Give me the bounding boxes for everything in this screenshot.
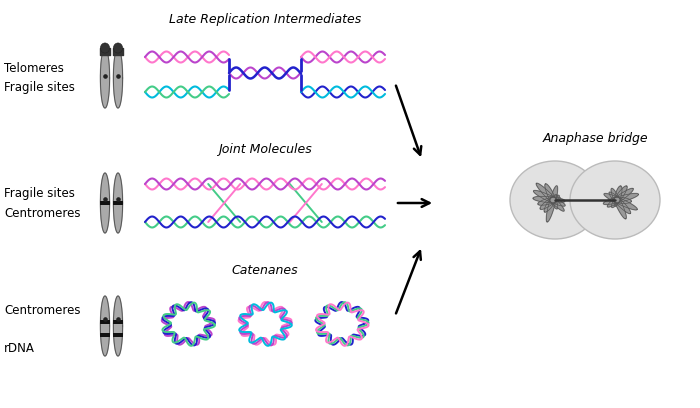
- Text: Joint Molecules: Joint Molecules: [218, 143, 312, 156]
- Polygon shape: [544, 195, 557, 212]
- Ellipse shape: [113, 43, 122, 53]
- Polygon shape: [100, 48, 110, 108]
- Text: Catenanes: Catenanes: [232, 264, 298, 277]
- Text: rDNA: rDNA: [4, 341, 35, 355]
- Bar: [113, 333, 122, 337]
- Polygon shape: [100, 173, 110, 233]
- Polygon shape: [546, 186, 558, 222]
- Polygon shape: [614, 186, 622, 206]
- Polygon shape: [533, 191, 565, 206]
- Text: Fragile sites: Fragile sites: [4, 186, 75, 200]
- Polygon shape: [100, 296, 110, 356]
- Polygon shape: [603, 193, 638, 204]
- Bar: [100, 333, 110, 337]
- Polygon shape: [609, 192, 631, 213]
- Text: Fragile sites: Fragile sites: [4, 82, 75, 95]
- Bar: [100, 320, 110, 324]
- Polygon shape: [540, 195, 559, 209]
- Polygon shape: [533, 196, 565, 203]
- Polygon shape: [538, 197, 560, 205]
- Polygon shape: [608, 188, 634, 207]
- Polygon shape: [612, 186, 627, 208]
- Bar: [113, 201, 122, 205]
- Text: Centromeres: Centromeres: [4, 304, 80, 317]
- Ellipse shape: [510, 161, 600, 239]
- Bar: [100, 201, 110, 205]
- Ellipse shape: [570, 161, 660, 239]
- Polygon shape: [611, 188, 626, 219]
- Text: Centromeres: Centromeres: [4, 206, 80, 220]
- Polygon shape: [545, 184, 558, 209]
- Ellipse shape: [100, 43, 110, 53]
- Polygon shape: [113, 296, 122, 356]
- Polygon shape: [536, 183, 564, 211]
- Polygon shape: [113, 173, 122, 233]
- Bar: [113, 320, 122, 324]
- Text: Late Replication Intermediates: Late Replication Intermediates: [169, 13, 361, 26]
- Polygon shape: [113, 48, 122, 108]
- Text: Anaphase bridge: Anaphase bridge: [542, 132, 648, 145]
- Text: Telomeres: Telomeres: [4, 62, 64, 75]
- Polygon shape: [610, 197, 631, 204]
- Polygon shape: [604, 193, 637, 210]
